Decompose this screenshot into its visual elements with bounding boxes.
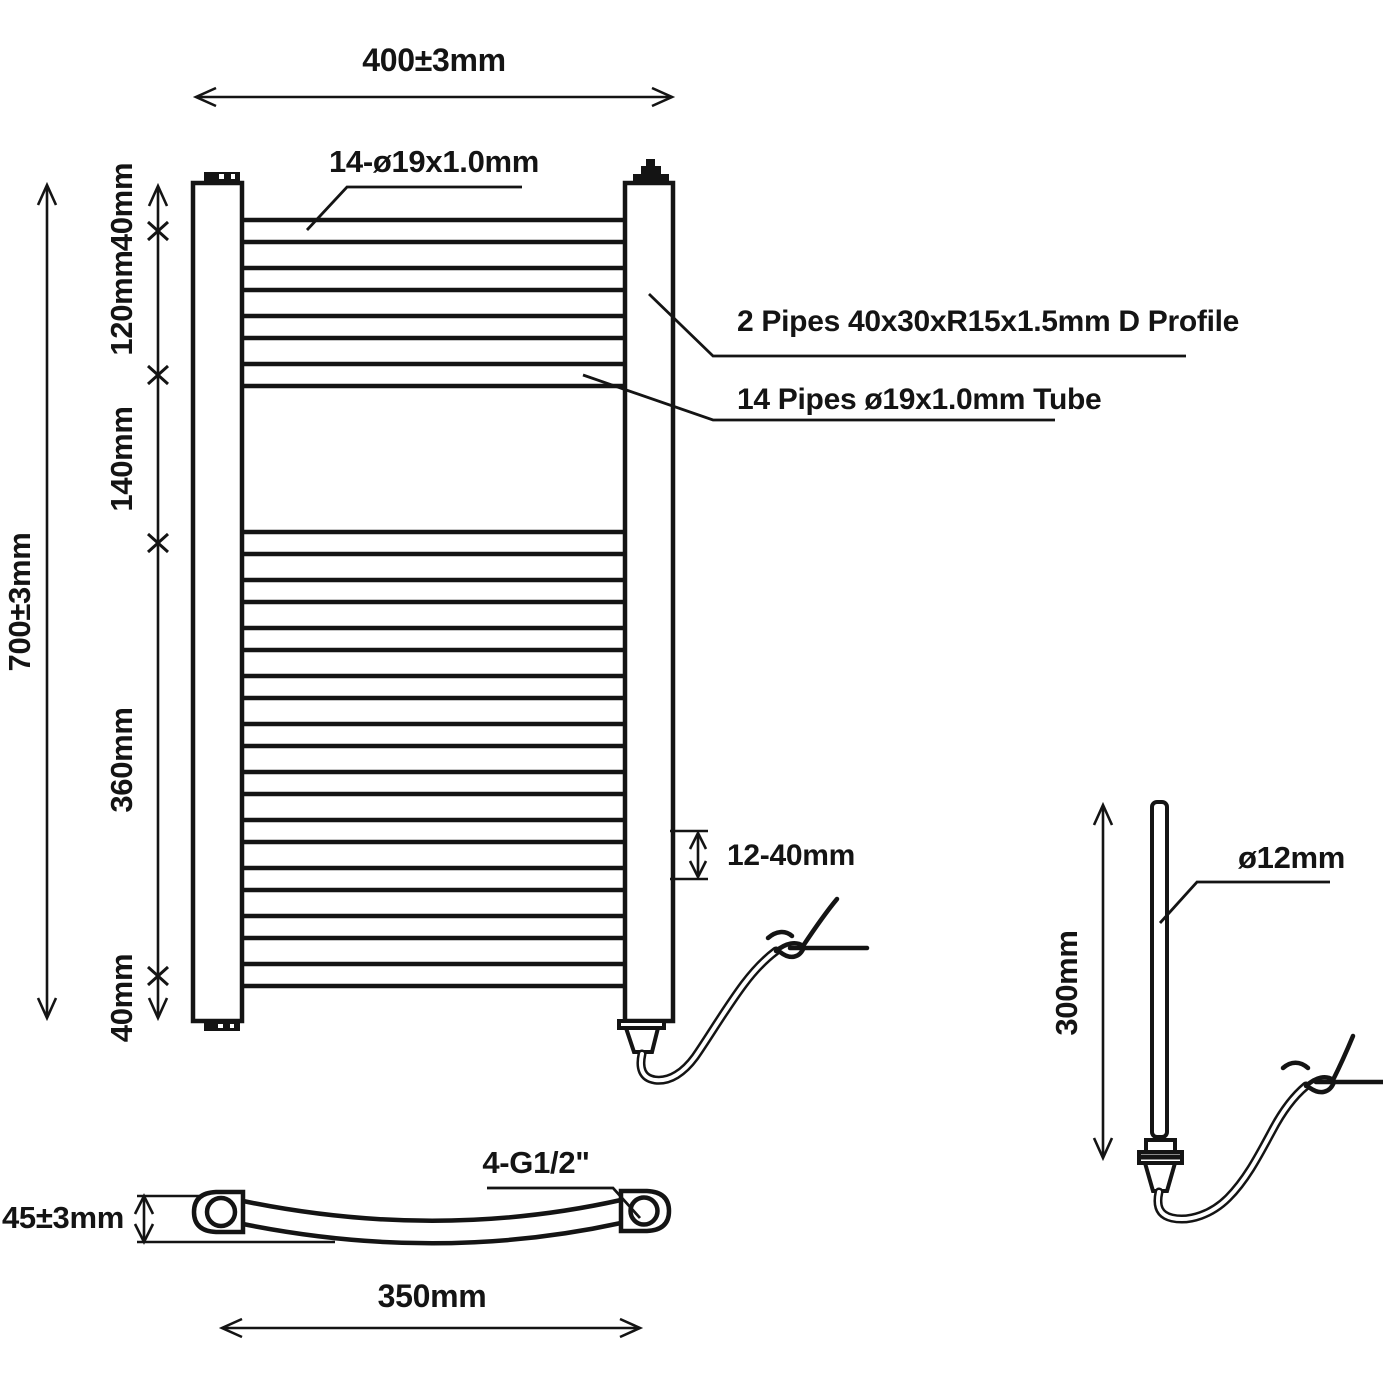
tube-rungs: [242, 217, 625, 989]
depth-dim-label: 45±3mm: [2, 1200, 124, 1235]
section-tick-marks: [146, 220, 170, 987]
dimension-element-length: 300mm: [1049, 801, 1114, 1162]
right-pipe-air-vent: [633, 159, 669, 183]
section-label-120: 120mm: [104, 250, 139, 355]
right-port: [618, 1188, 672, 1234]
spacing-dim-label: 12-40mm: [727, 839, 855, 872]
thread-label: 4-G1/2": [482, 1145, 589, 1180]
tube-size-label: 14-ø19x1.0mm: [329, 144, 539, 179]
dimension-height-700: 700±3mm: [2, 181, 58, 1022]
left-pipe-bottom-cap: [204, 1021, 240, 1031]
section-label-bottom-40: 40mm: [104, 954, 139, 1042]
element-fitting: [1137, 1138, 1184, 1193]
element-diameter-label: ø12mm: [1238, 840, 1345, 875]
right-pipe: [622, 180, 676, 1024]
dimension-spacing-12-40: 12-40mm: [670, 829, 855, 881]
callout-thread: 4-G1/2": [482, 1145, 642, 1219]
callout-14-pipes: 14 Pipes ø19x1.0mm Tube: [582, 373, 1102, 422]
dimension-sections: 40mm 120mm 140mm 360mm 40mm: [104, 163, 170, 1042]
curved-profile-bottom-edge: [242, 1220, 622, 1246]
front-view: 400±3mm 700±3mm 40mm 120mm 140mm 360mm 4: [2, 42, 1239, 1085]
dimension-depth-45: 45±3mm: [2, 1193, 335, 1245]
section-label-top-40: 40mm: [104, 163, 139, 251]
callout-element-diameter: ø12mm: [1158, 840, 1345, 924]
element-length-label: 300mm: [1049, 930, 1084, 1035]
bottom-width-label: 350mm: [378, 1278, 487, 1314]
element-rod: [1150, 800, 1169, 1139]
left-pipe: [190, 180, 245, 1024]
callout-tube-size: 14-ø19x1.0mm: [305, 144, 539, 231]
left-pipe-top-cap: [204, 172, 240, 183]
pipes-label: 14 Pipes ø19x1.0mm Tube: [737, 383, 1101, 416]
element-cable: [1153, 1033, 1383, 1224]
callout-d-profile: 2 Pipes 40x30xR15x1.5mm D Profile: [648, 292, 1239, 358]
dimension-width-400: 400±3mm: [192, 42, 676, 108]
dimension-width-350: 350mm: [218, 1278, 644, 1339]
right-pipe-element-fitting: [617, 1019, 666, 1054]
power-cable: [636, 896, 870, 1085]
height-dim-label: 700±3mm: [2, 532, 37, 671]
width-dim-label: 400±3mm: [362, 42, 506, 78]
section-label-140: 140mm: [104, 406, 139, 511]
left-port: [191, 1189, 246, 1235]
cable-stripped-end: [765, 896, 870, 960]
section-label-360: 360mm: [104, 707, 139, 812]
curved-profile-top-edge: [242, 1197, 622, 1223]
d-profile-label: 2 Pipes 40x30xR15x1.5mm D Profile: [737, 305, 1239, 338]
bottom-view: 45±3mm 4-G1/2" 350mm: [2, 1145, 672, 1339]
heating-element-view: 300mm ø12mm: [1049, 800, 1383, 1224]
element-cable-stripped-end: [1280, 1033, 1383, 1095]
